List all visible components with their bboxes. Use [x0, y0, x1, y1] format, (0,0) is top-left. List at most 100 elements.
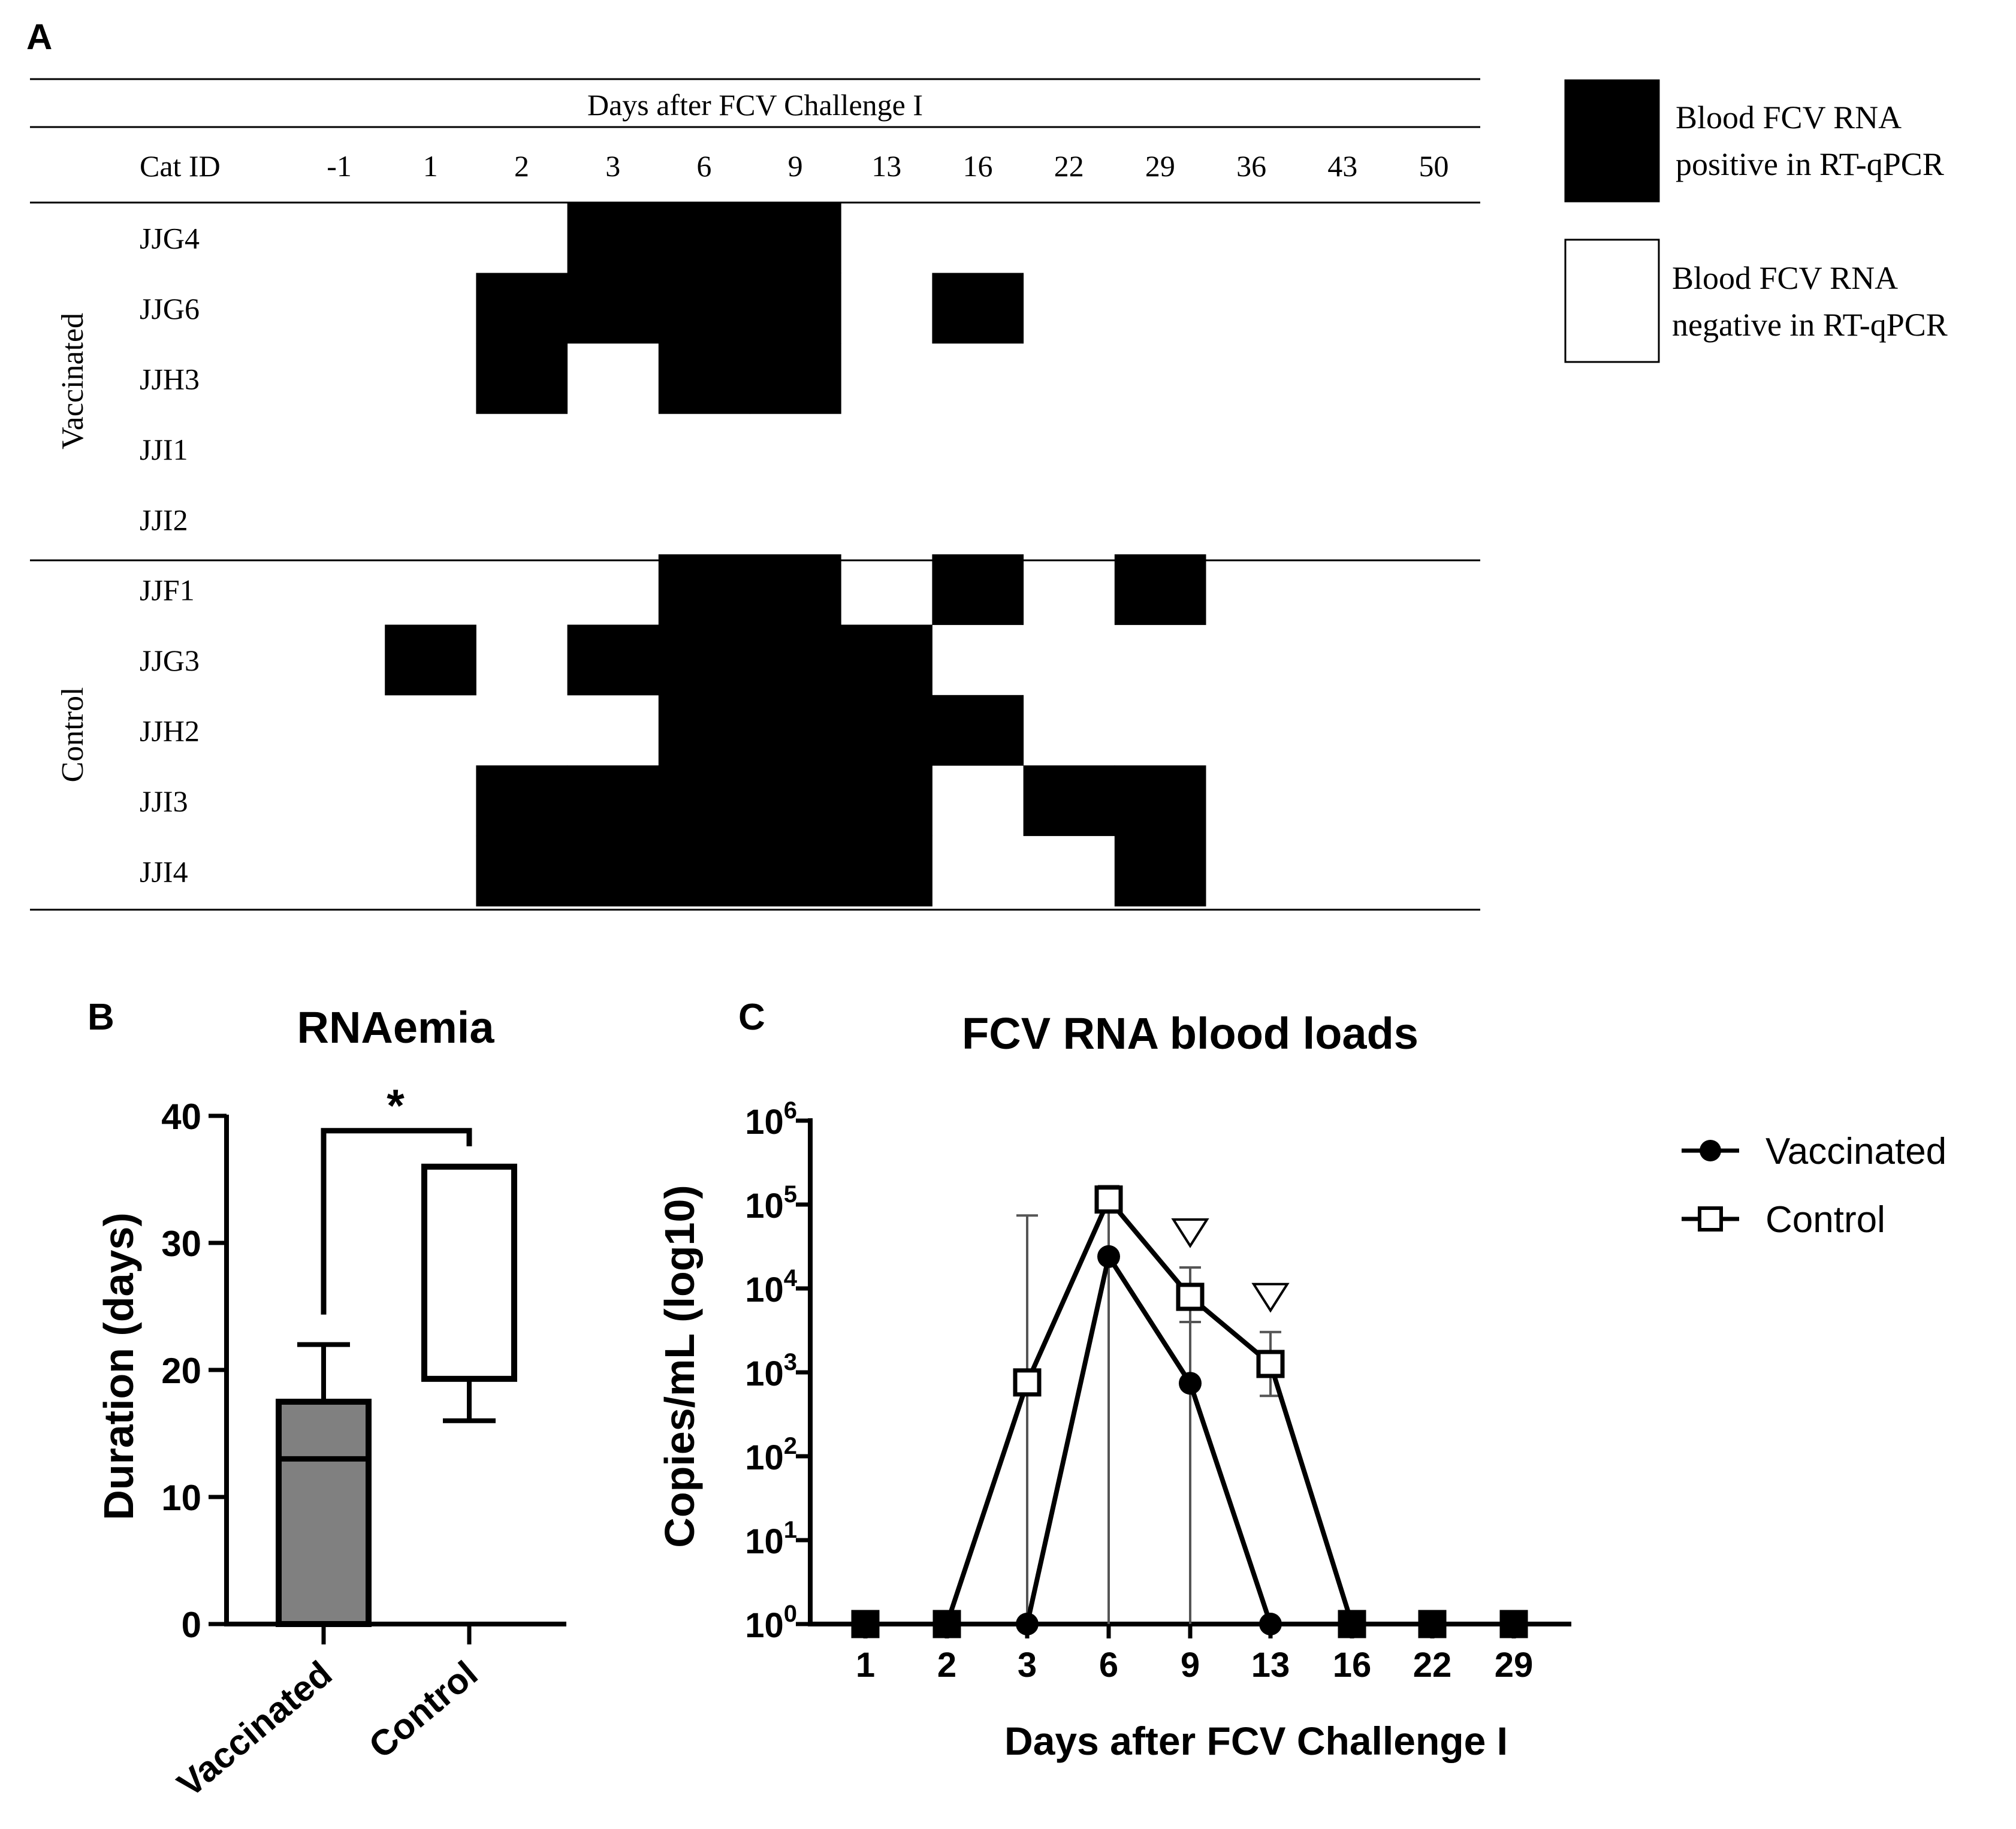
positive-cell — [750, 624, 841, 696]
positive-cell — [658, 554, 750, 625]
day-header: 9 — [788, 149, 803, 183]
box-vaccinated — [276, 1342, 372, 1627]
line-chart-x-tick-label: 3 — [1018, 1646, 1037, 1685]
boxplot-y-tick-label: 0 — [182, 1605, 201, 1645]
cat-id: JJH3 — [140, 363, 200, 396]
boxplot: Duration (days) 0 10 20 30 40 Vaccinated Cont… — [95, 1081, 566, 1804]
positive-cell — [658, 695, 750, 766]
legend-positive-line2: positive in RT-qPCR — [1676, 146, 1944, 182]
line-chart-x-tick-label: 1 — [856, 1646, 875, 1685]
positive-cell — [658, 624, 750, 696]
point-control — [1256, 1350, 1285, 1378]
panel-b-label: B — [87, 997, 114, 1038]
significance-bracket — [321, 1128, 472, 1315]
line-chart-y-tick-label: 101 — [745, 1517, 797, 1561]
positive-cell — [658, 835, 750, 907]
positive-cell — [932, 695, 1024, 766]
significance-star: * — [387, 1081, 405, 1131]
point-control — [1418, 1610, 1447, 1638]
day-header: 29 — [1145, 149, 1175, 183]
line-chart-y-tick-label: 100 — [745, 1601, 797, 1645]
positive-cell — [476, 765, 568, 837]
positive-cell — [1114, 835, 1206, 907]
legend-item-vaccinated: Vaccinated — [1682, 1131, 1946, 1172]
boxplot-y-tick-label: 40 — [161, 1097, 201, 1137]
line-chart-x-tick-label: 2 — [937, 1646, 956, 1685]
point-control — [1013, 1368, 1042, 1397]
positive-cell — [476, 835, 568, 907]
line-chart-x-tick-label: 13 — [1251, 1646, 1290, 1685]
legend-negative-line2: negative in RT-qPCR — [1672, 307, 1948, 343]
positive-cell — [658, 203, 750, 273]
positive-cell — [932, 273, 1024, 344]
legend-positive-swatch — [1564, 79, 1660, 203]
cat-id: JJG6 — [140, 292, 200, 325]
positive-cell — [567, 203, 659, 273]
line-chart-y-label: Copies/mL (log10) — [656, 1185, 703, 1547]
legend-label: Control — [1765, 1199, 1885, 1241]
positive-cell — [567, 835, 659, 907]
panel-c-label: C — [738, 997, 765, 1038]
positive-cell — [1114, 554, 1206, 625]
point-vaccinated — [1016, 1613, 1039, 1635]
positive-cell — [658, 765, 750, 837]
box-iqr — [276, 1399, 372, 1627]
day-header: 16 — [963, 149, 993, 183]
positive-cell — [385, 624, 476, 696]
boxplot-y-label: Duration (days) — [95, 1212, 142, 1520]
positive-cell — [658, 273, 750, 344]
line-chart-x-tick-label: 6 — [1099, 1646, 1118, 1685]
positive-cell — [567, 624, 659, 696]
positive-cell — [658, 343, 750, 414]
positive-cell — [1023, 765, 1115, 837]
day-header: 13 — [871, 149, 901, 183]
table-header-title: Days after FCV Challenge I — [587, 88, 923, 122]
cat-id: JJI1 — [140, 433, 188, 466]
positive-cell — [750, 203, 841, 273]
cat-id: JJG3 — [140, 644, 200, 677]
point-vaccinated — [1179, 1372, 1202, 1395]
positive-cell — [476, 273, 568, 344]
day-header: 22 — [1054, 149, 1084, 183]
cat-id: JJH2 — [140, 714, 200, 748]
positive-cell — [567, 765, 659, 837]
legend-negative-swatch — [1564, 239, 1660, 363]
positive-cell — [750, 695, 841, 766]
positive-cell — [1114, 765, 1206, 837]
positive-cell — [841, 835, 932, 907]
legend-positive-line1: Blood FCV RNA — [1676, 99, 1902, 135]
positive-cell — [841, 624, 932, 696]
line-chart: Copies/mL (log10) Days after FCV Challen… — [656, 1097, 1946, 1763]
line-chart-y-tick-label: 105 — [745, 1181, 797, 1226]
positive-cell — [841, 765, 932, 837]
point-control — [1094, 1185, 1123, 1214]
significance-triangle — [1171, 1218, 1209, 1248]
point-vaccinated — [1259, 1613, 1282, 1635]
line-chart-y-tick-label: 102 — [745, 1433, 797, 1477]
line-chart-y-tick-label: 103 — [745, 1349, 797, 1393]
point-control — [851, 1610, 880, 1638]
cat-id: JJI3 — [140, 784, 188, 818]
line-chart-x-tick-label: 22 — [1413, 1646, 1452, 1685]
day-header: 50 — [1419, 149, 1449, 183]
legend-marker — [1700, 1140, 1721, 1161]
legend-marker — [1698, 1206, 1723, 1232]
positive-cell — [841, 695, 932, 766]
line-chart-x-tick-label: 16 — [1333, 1646, 1372, 1685]
legend-negative-line1: Blood FCV RNA — [1672, 260, 1898, 296]
boxplot-y-tick-label: 20 — [161, 1351, 201, 1391]
positive-cell — [567, 273, 659, 344]
point-control — [1338, 1610, 1366, 1638]
line-chart-x-tick-label: 9 — [1181, 1646, 1200, 1685]
cat-id: JJI2 — [140, 503, 188, 536]
legend-label: Vaccinated — [1765, 1131, 1946, 1172]
positive-cell — [932, 554, 1024, 625]
point-control — [1176, 1282, 1205, 1311]
boxplot-x-tick-label: Control — [361, 1653, 485, 1766]
line-chart-legend: Vaccinated Control — [1682, 1131, 1946, 1241]
day-header: 6 — [696, 149, 711, 183]
cat-id: JJI4 — [140, 855, 188, 888]
day-header: 2 — [514, 149, 529, 183]
positive-cell — [476, 343, 568, 414]
day-header: -1 — [327, 149, 352, 183]
